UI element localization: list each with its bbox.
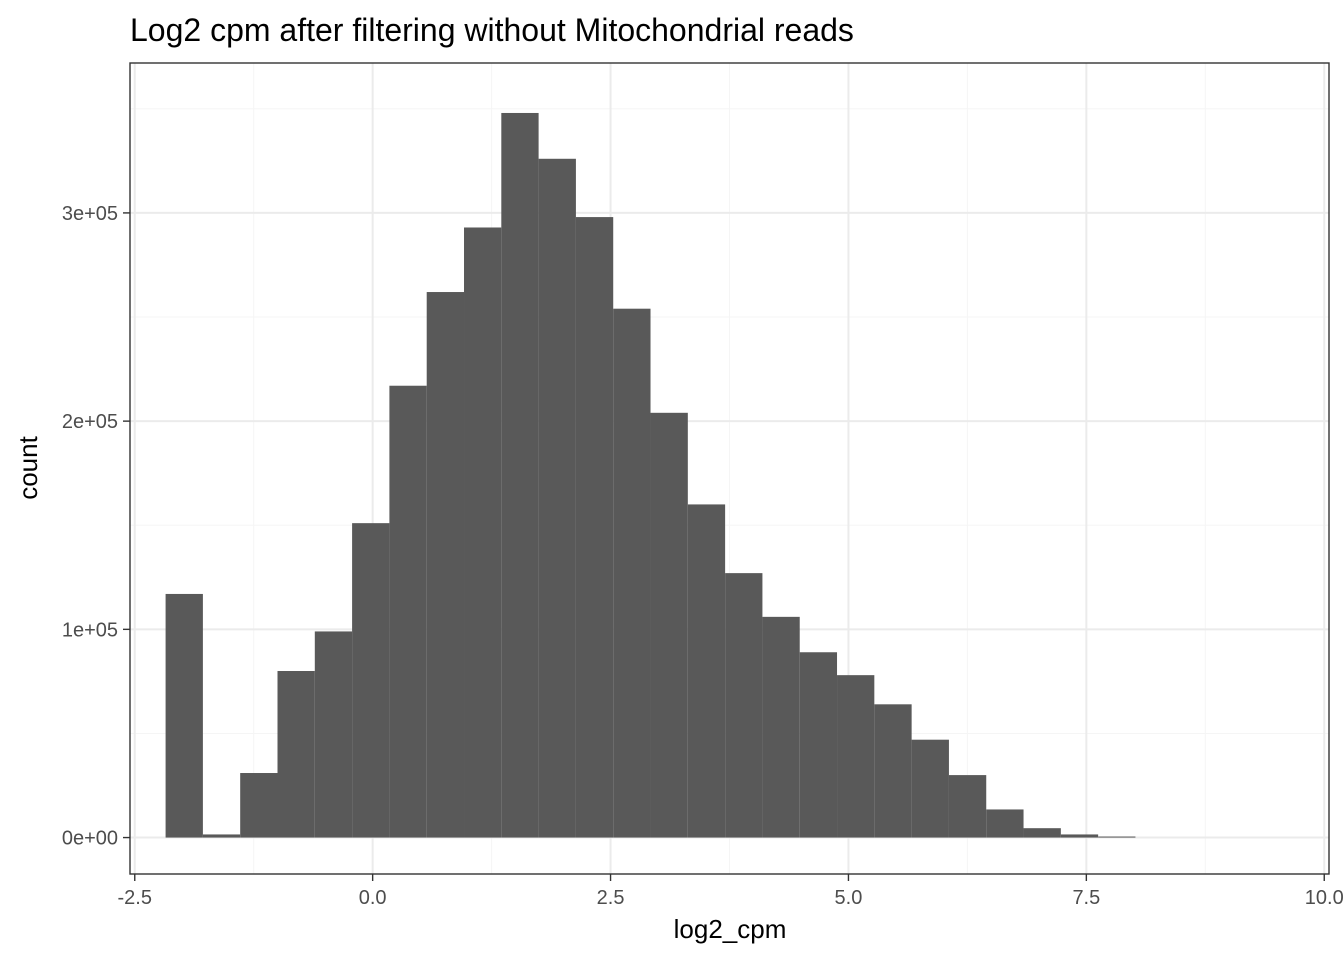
histogram-bar (352, 523, 390, 838)
y-axis-title: count (13, 435, 43, 499)
histogram-bar (1060, 834, 1099, 838)
histogram-bar (986, 809, 1024, 838)
y-tick-label: 3e+05 (62, 203, 118, 225)
histogram-bar (762, 616, 800, 838)
x-tick-label: 5.0 (835, 887, 863, 909)
histogram-bar (948, 775, 987, 838)
y-tick-label: 2e+05 (62, 411, 118, 433)
panel-border (129, 62, 1330, 875)
x-axis-title: log2_cpm (674, 914, 787, 944)
histogram-bar (501, 112, 539, 838)
histogram-bars (165, 112, 1136, 838)
y-axis: 0e+00 1e+05 2e+05 3e+05 (62, 203, 130, 850)
y-tick-label: 0e+00 (62, 828, 118, 850)
histogram-bar (687, 504, 726, 838)
x-tick-label: 7.5 (1072, 887, 1100, 909)
histogram-bar (1098, 836, 1136, 838)
chart-title: Log2 cpm after filtering without Mitocho… (130, 12, 854, 48)
x-tick-label: 10.0 (1305, 887, 1344, 909)
histogram-bar (613, 308, 651, 838)
x-tick-label: -2.5 (118, 887, 152, 909)
histogram-bar (725, 573, 763, 838)
histogram-bar (240, 773, 278, 838)
histogram-bar (874, 704, 912, 838)
histogram-bar (464, 227, 502, 838)
x-tick-label: 2.5 (597, 887, 625, 909)
y-tick-label: 1e+05 (62, 619, 118, 641)
histogram-bar (277, 670, 315, 838)
histogram-bar (911, 739, 949, 838)
histogram-bar (426, 292, 465, 838)
histogram-bar (538, 158, 576, 838)
x-tick-label: 0.0 (359, 887, 387, 909)
histogram-bar (650, 412, 688, 838)
histogram-bar (1023, 828, 1061, 838)
histogram-bar (165, 593, 203, 838)
histogram-bar (575, 217, 614, 838)
histogram-bar (314, 631, 353, 838)
histogram-bar (389, 385, 427, 838)
histogram-bar (799, 652, 838, 838)
x-axis: -2.5 0.0 2.5 5.0 7.5 10.0 (118, 874, 1344, 909)
histogram-bar (837, 675, 875, 838)
histogram-bar (202, 834, 241, 838)
